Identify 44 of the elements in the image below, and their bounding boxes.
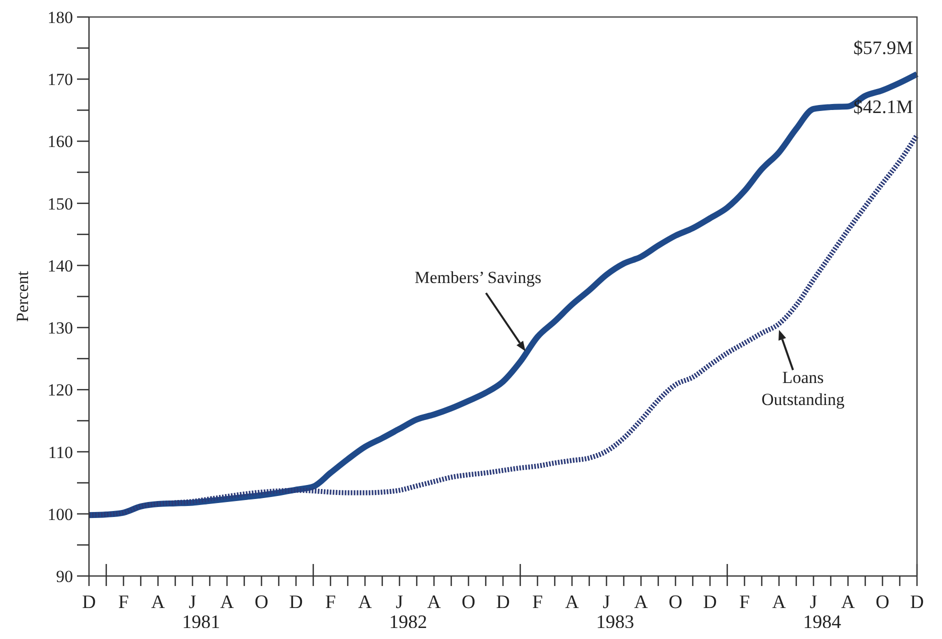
x-tick-label: J (396, 592, 404, 613)
text: 1982 (389, 612, 428, 633)
y-tick-label: 180 (48, 8, 73, 27)
text: 1981 (182, 612, 220, 633)
y-tick-label: 100 (48, 504, 73, 524)
y-tick-label: 170 (48, 70, 73, 90)
x-tick-label: O (876, 592, 890, 613)
x-tick-label: F (532, 592, 543, 613)
x-tick-label: O (462, 592, 476, 613)
x-tick-label: F (325, 592, 336, 613)
x-tick-label: D (910, 592, 924, 613)
x-tick-label: J (188, 592, 196, 613)
y-tick-label: 110 (48, 442, 73, 462)
x-tick-label: F (118, 592, 129, 613)
y-tick-label: 140 (48, 256, 73, 276)
x-tick-label: D (82, 592, 96, 613)
x-tick-label: D (496, 592, 510, 613)
x-tick-label: A (565, 592, 580, 613)
annotation: $57.9M (853, 38, 914, 60)
x-tick-label: A (772, 592, 786, 613)
series-label: Members’ Savings (414, 268, 542, 287)
x-tick-label: A (358, 592, 372, 613)
x-tick-label: O (668, 592, 682, 613)
x-tick-label: J (602, 592, 610, 613)
text: 1983 (596, 612, 634, 633)
x-tick-label: A (220, 592, 234, 613)
y-tick-label: 120 (48, 380, 73, 400)
x-tick-label: A (151, 592, 166, 613)
series-label: Loans Outstanding (761, 368, 846, 409)
x-tick-label: A (841, 592, 856, 613)
y-tick-label: 150 (48, 194, 73, 214)
text: 1984 (803, 612, 842, 633)
y-axis-title: Percent (13, 270, 32, 322)
x-tick-label: A (634, 592, 648, 613)
annotation: $42.1M (853, 97, 914, 118)
y-tick-label: 160 (48, 132, 73, 152)
x-tick-label: J (810, 592, 818, 613)
y-tick-label: 90 (56, 567, 73, 586)
x-tick-label: D (703, 592, 717, 613)
x-tick-label: D (289, 592, 303, 613)
x-tick-label: A (427, 592, 442, 613)
x-tick-label: O (254, 592, 268, 613)
y-tick-label: 130 (48, 318, 73, 338)
x-tick-label: F (739, 592, 750, 613)
